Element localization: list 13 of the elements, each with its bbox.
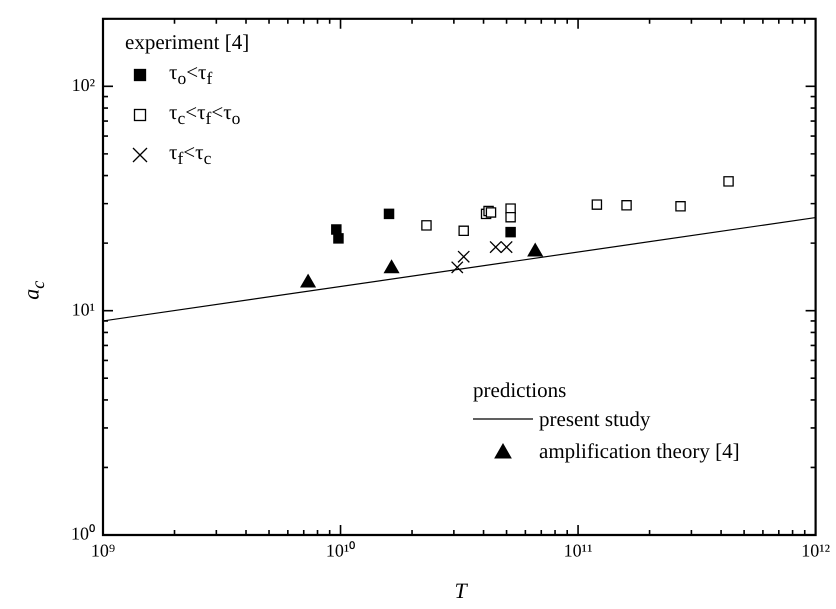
legend-label: τ$_{o}$<τ$_{f}$	[169, 60, 212, 90]
legend-label: present study	[539, 406, 650, 432]
x-axis-title: T	[454, 578, 467, 604]
x-tick-label: 10¹¹	[564, 540, 592, 561]
x-tick-label: 10¹⁰	[326, 540, 356, 561]
x-tick-label: 10¹²	[801, 540, 830, 561]
legend-label: τ$_{c}$<τ$_{f}$<τ$_{o}$	[169, 100, 240, 130]
y-tick-label: 10¹	[72, 299, 95, 320]
legend-title: experiment [4]	[125, 30, 250, 55]
legend-label: amplification theory [4]	[539, 438, 740, 464]
y-tick-label: 10²	[72, 75, 95, 96]
annotation: predictions	[473, 378, 568, 403]
legend-label: τ$_{f}$<τ$_{c}$	[169, 140, 212, 170]
